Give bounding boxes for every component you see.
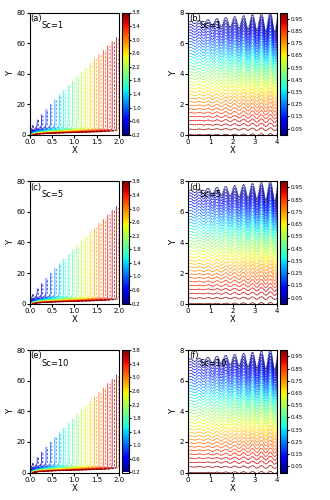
Text: (c): (c): [31, 182, 42, 192]
X-axis label: X: X: [230, 484, 236, 493]
X-axis label: X: X: [230, 146, 236, 156]
Text: (e): (e): [31, 352, 42, 360]
Text: (a): (a): [31, 14, 42, 22]
X-axis label: X: X: [71, 146, 77, 156]
Text: (d): (d): [189, 182, 201, 192]
X-axis label: X: X: [71, 484, 77, 493]
X-axis label: X: X: [71, 315, 77, 324]
Y-axis label: Y: Y: [169, 240, 178, 245]
X-axis label: X: X: [230, 315, 236, 324]
Text: Sc=1: Sc=1: [41, 21, 63, 30]
Text: (f): (f): [189, 352, 198, 360]
Text: Sc=10: Sc=10: [41, 358, 69, 368]
Text: (b): (b): [189, 14, 201, 22]
Text: Sc=1: Sc=1: [200, 21, 222, 30]
Y-axis label: Y: Y: [6, 409, 15, 414]
Text: Sc=5: Sc=5: [41, 190, 63, 199]
Y-axis label: Y: Y: [169, 71, 178, 76]
Text: Sc=10: Sc=10: [200, 358, 227, 368]
Y-axis label: Y: Y: [6, 240, 15, 245]
Text: Sc=5: Sc=5: [200, 190, 222, 199]
Y-axis label: Y: Y: [6, 71, 15, 76]
Y-axis label: Y: Y: [169, 409, 178, 414]
